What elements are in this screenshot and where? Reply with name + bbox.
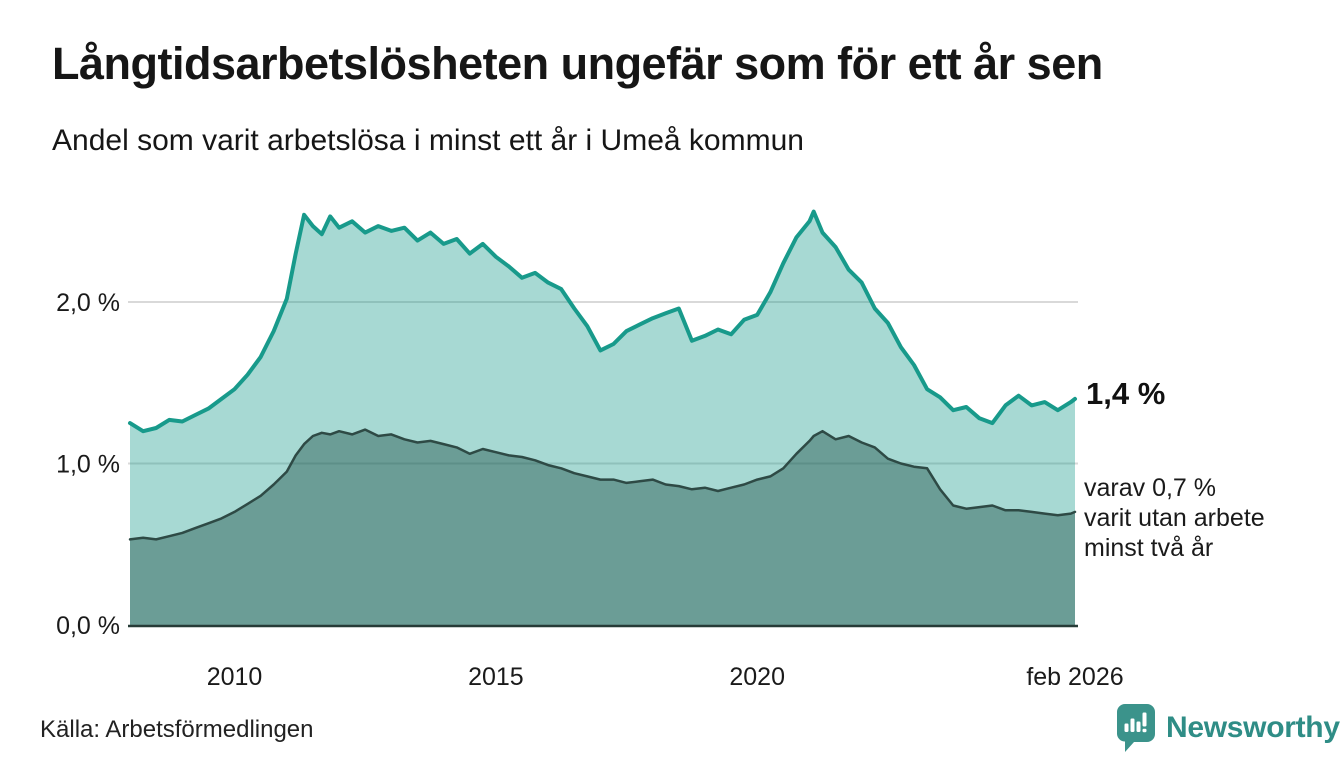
latest-value-label: 1,4 % xyxy=(1086,376,1166,411)
speech-bubble-bar-chart-icon xyxy=(1117,704,1155,752)
y-tick-label: 1,0 % xyxy=(56,451,120,479)
secondary-annotation-line-1: varav 0,7 % xyxy=(1084,474,1217,502)
area-minst-tva-ar xyxy=(130,429,1075,625)
secondary-annotation-line-2: varit utan arbete xyxy=(1084,504,1265,532)
source-label: Källa: Arbetsförmedlingen xyxy=(40,716,314,743)
line-minst-ett-ar xyxy=(128,209,1077,434)
newsworthy-logo: Newsworthy xyxy=(1116,703,1340,753)
y-tick-label: 0,0 % xyxy=(56,612,120,640)
x-tick-label: 2015 xyxy=(468,663,524,691)
y-tick-label: 2,0 % xyxy=(56,289,120,317)
x-tick-label: feb 2026 xyxy=(1026,663,1123,691)
chart-title: Långtidsarbetslösheten ungefär som för e… xyxy=(52,38,1103,89)
chart-subtitle: Andel som varit arbetslösa i minst ett å… xyxy=(52,124,804,157)
secondary-annotation-line-3: minst två år xyxy=(1084,534,1214,562)
x-tick-label: 2010 xyxy=(207,663,263,691)
secondary-series-annotation: varav 0,7 % varit utan arbete minst två … xyxy=(1084,473,1265,563)
x-tick-label: 2020 xyxy=(729,663,785,691)
line-minst-tva-ar xyxy=(128,428,1077,541)
brand-name-text: Newsworthy xyxy=(1166,711,1340,744)
area-minst-ett-ar xyxy=(130,211,1075,625)
